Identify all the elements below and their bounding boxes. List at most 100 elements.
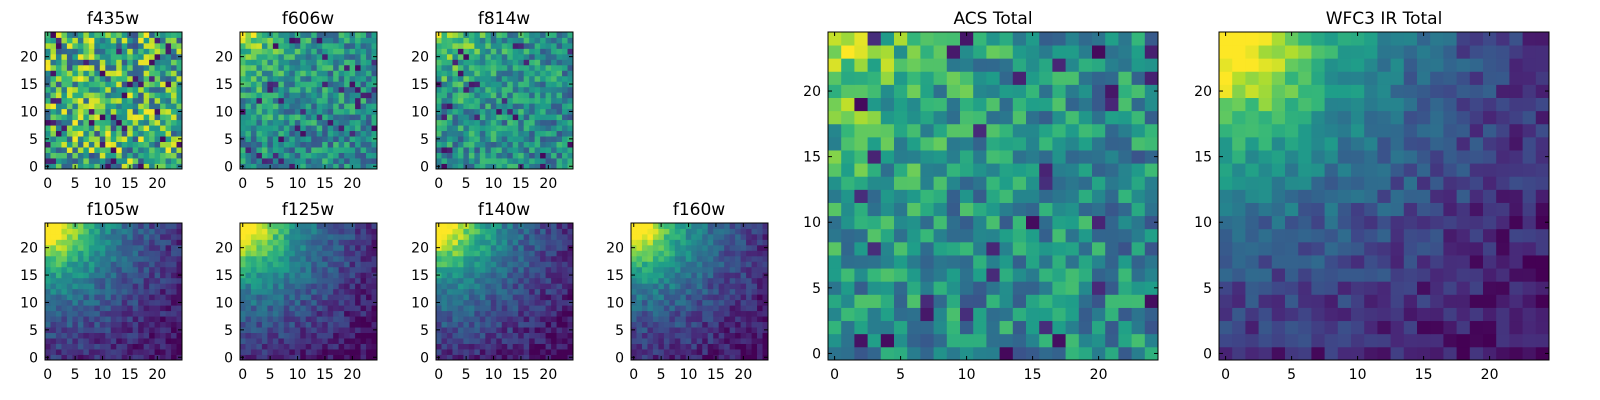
heatmap-cell — [261, 223, 268, 229]
heatmap-cell — [436, 250, 442, 257]
heatmap-cell — [311, 327, 318, 333]
heatmap-cell — [154, 299, 161, 306]
heatmap-cell — [278, 266, 285, 273]
heatmap-cell — [165, 305, 172, 312]
heatmap-cell — [327, 316, 334, 323]
heatmap-cell — [540, 266, 546, 273]
heatmap-cell — [256, 321, 263, 328]
heatmap-cell — [105, 223, 112, 229]
heatmap-cell — [143, 283, 150, 290]
heatmap-cell — [240, 48, 246, 55]
heatmap-cell — [322, 103, 329, 110]
heatmap-cell — [127, 136, 134, 142]
heatmap-cell — [127, 272, 134, 279]
heatmap-cell — [523, 327, 530, 333]
heatmap-cell — [501, 233, 508, 240]
heatmap-cell — [529, 64, 536, 71]
heatmap-cell — [920, 176, 934, 190]
heatmap-cell — [567, 32, 574, 38]
heatmap-cell — [518, 283, 525, 290]
y-tick-label: 5 — [29, 323, 38, 339]
heatmap-cell — [452, 97, 459, 104]
heatmap-cell — [1078, 202, 1093, 217]
x-tick-label: 0 — [238, 367, 247, 383]
heatmap-cell — [61, 244, 68, 251]
heatmap-cell — [1105, 320, 1119, 335]
heatmap-cell — [283, 272, 290, 279]
heatmap-cell — [479, 141, 486, 148]
heatmap-cell — [490, 59, 497, 66]
heatmap-cell — [512, 163, 519, 170]
heatmap-cell — [240, 103, 246, 110]
heatmap-cell — [99, 70, 106, 77]
heatmap-cell — [88, 136, 95, 142]
heatmap-cell — [479, 305, 486, 312]
heatmap-cell — [83, 97, 90, 104]
heatmap-cell — [718, 343, 725, 350]
heatmap-cell — [740, 294, 747, 301]
heatmap-cell — [94, 147, 101, 153]
heatmap-cell — [94, 70, 101, 77]
heatmap-cell — [45, 147, 51, 153]
heatmap-cell — [77, 321, 84, 328]
heatmap-cell — [160, 310, 166, 317]
heatmap-cell — [143, 130, 150, 137]
heatmap-cell — [300, 261, 307, 268]
heatmap-cell — [121, 255, 128, 262]
heatmap-cell — [366, 48, 372, 55]
heatmap-cell — [171, 119, 177, 126]
heatmap-cell — [669, 244, 676, 251]
heatmap-cell — [534, 294, 541, 301]
heatmap-cell — [349, 37, 356, 44]
heatmap-cell — [333, 119, 340, 126]
heatmap-cell — [360, 119, 367, 126]
heatmap-cell — [311, 305, 318, 312]
heatmap-cell — [523, 59, 530, 66]
heatmap-cell — [751, 288, 758, 295]
heatmap-cell — [457, 310, 464, 317]
heatmap-cell — [333, 75, 340, 82]
heatmap-cell — [696, 266, 703, 273]
heatmap-cell — [512, 272, 519, 279]
heatmap-cell — [66, 354, 73, 361]
heatmap-cell — [311, 42, 318, 49]
heatmap-cell — [72, 75, 79, 82]
heatmap-cell — [652, 288, 659, 295]
heatmap-cell — [250, 158, 257, 164]
heatmap-cell — [1039, 307, 1053, 322]
heatmap-cell — [371, 261, 378, 268]
heatmap-cell — [512, 332, 519, 339]
heatmap-cell — [160, 327, 166, 333]
heatmap-cell — [72, 305, 79, 312]
heatmap-cell — [283, 114, 290, 121]
heatmap-cell — [986, 255, 1000, 269]
heatmap-cell — [463, 261, 470, 268]
heatmap-cell — [366, 223, 372, 229]
heatmap-cell — [556, 147, 563, 153]
heatmap-cell — [854, 163, 868, 177]
heatmap-cell — [366, 294, 372, 301]
heatmap-cell — [669, 332, 676, 339]
heatmap-cell — [327, 114, 334, 121]
heatmap-cell — [551, 163, 557, 170]
heatmap-cell — [485, 81, 492, 88]
heatmap-cell — [127, 321, 134, 328]
y-tick-label: 20 — [215, 241, 233, 257]
heatmap-cell — [647, 294, 654, 301]
heatmap-cell — [707, 343, 714, 350]
heatmap-cell — [127, 103, 134, 110]
heatmap-cell — [501, 277, 508, 284]
heatmap-cell — [545, 53, 552, 60]
heatmap-cells — [240, 223, 378, 361]
heatmap-cell — [551, 136, 557, 142]
heatmap-cell — [960, 320, 974, 335]
heatmap-cell — [746, 272, 752, 279]
heatmap-cell — [132, 305, 139, 312]
heatmap-cell — [338, 239, 345, 246]
heatmap-cell — [441, 108, 448, 115]
heatmap-cell — [256, 299, 263, 306]
heatmap-cell — [333, 343, 340, 350]
heatmap-cell — [338, 32, 345, 38]
x-tick-label: 10 — [485, 176, 503, 192]
